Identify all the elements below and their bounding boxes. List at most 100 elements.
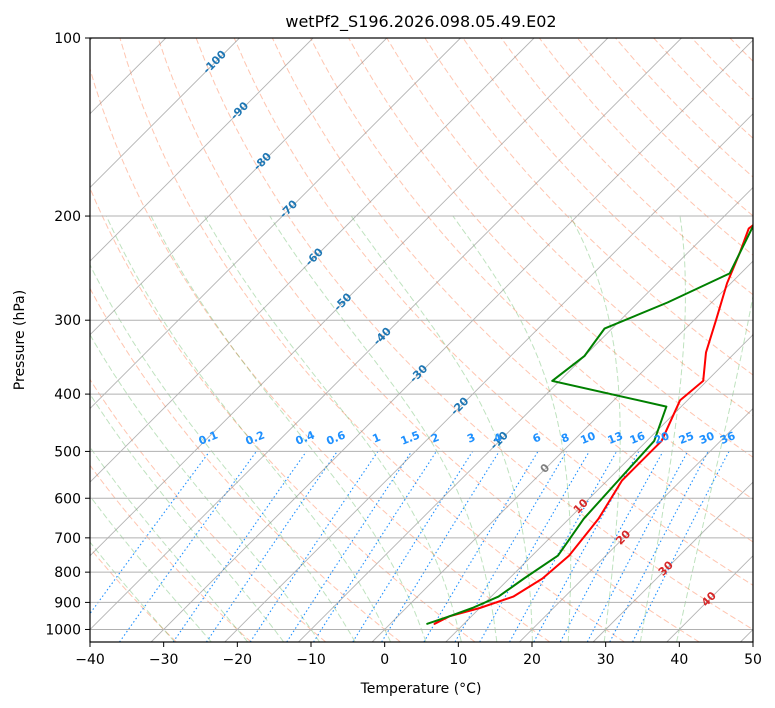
dry-adiabat-line <box>233 38 753 586</box>
mixing-ratio-label: 36 <box>718 429 737 447</box>
x-tick-label: 30 <box>597 652 615 668</box>
moist-adiabat-line <box>90 263 356 642</box>
x-tick-label: 50 <box>744 652 762 668</box>
moist-adiabat-line <box>90 333 320 642</box>
isotherm-line <box>150 39 753 642</box>
isotherm-line <box>445 334 753 642</box>
mixing-ratio-label: 1 <box>371 431 383 446</box>
y-tick-label: 700 <box>54 531 81 547</box>
isotherm-label: 0 <box>538 461 553 476</box>
dry-adiabat-line <box>90 378 327 642</box>
y-tick-label: 500 <box>54 444 81 460</box>
y-axis-label: Pressure (hPa) <box>12 290 28 390</box>
mixing-ratio-line <box>381 451 500 642</box>
dry-adiabat-line <box>195 38 753 631</box>
dry-adiabat-line <box>462 38 753 336</box>
profile-line <box>426 223 753 625</box>
dry-adiabat-line <box>500 38 753 296</box>
moist-adiabat-line <box>90 446 249 642</box>
dry-adiabat-line <box>271 38 753 543</box>
moist-adiabat-line <box>90 541 176 642</box>
moist-adiabat-line <box>569 215 621 642</box>
background-lines <box>90 38 775 642</box>
isotherm-line <box>90 38 388 336</box>
mixing-ratio-label: 0.1 <box>197 428 220 447</box>
moist-adiabat-line <box>639 215 686 642</box>
isotherm-line <box>90 38 240 189</box>
x-tick-label: −40 <box>75 652 105 668</box>
dry-adiabat-line <box>119 38 625 642</box>
isotherm-label: -80 <box>251 150 274 173</box>
isotherm-line <box>90 38 609 557</box>
dry-adiabat-line <box>386 38 753 417</box>
dry-adiabat-line <box>577 38 753 217</box>
mixing-ratio-label: 30 <box>697 429 716 447</box>
mixing-ratio-line <box>172 451 307 642</box>
isotherm-line <box>90 38 314 262</box>
dry-adiabat-line <box>90 547 177 642</box>
mixing-ratio-label: 16 <box>628 429 647 447</box>
isotherm-line <box>90 38 461 410</box>
mixing-ratio-line <box>286 451 413 642</box>
dry-adiabat-line <box>538 38 753 256</box>
isotherm-label: -90 <box>228 99 251 122</box>
x-tick-label: 20 <box>523 652 541 668</box>
x-tick-label: −30 <box>149 652 179 668</box>
isotherm-line <box>298 186 753 642</box>
moist-adiabat-line <box>204 215 462 642</box>
isotherm-line <box>224 113 753 642</box>
dry-adiabat-line <box>90 287 401 642</box>
dry-adiabat-line <box>348 38 753 458</box>
mixing-ratio-line <box>632 451 730 642</box>
y-tick-label: 300 <box>54 313 81 329</box>
x-tick-label: 10 <box>449 652 467 668</box>
y-tick-label: 1000 <box>45 622 81 638</box>
mixing-ratio-line <box>509 451 618 642</box>
isotherm-line <box>90 38 535 483</box>
dry-adiabat-line <box>615 38 753 178</box>
mixing-ratio-label: 13 <box>606 429 625 447</box>
mixing-ratio-line <box>423 451 539 642</box>
isotherm-line <box>90 38 682 631</box>
y-tick-label: 400 <box>54 387 81 403</box>
y-tick-label: 100 <box>54 31 81 47</box>
profile-line <box>433 223 753 625</box>
dry-adiabat-line <box>653 38 753 139</box>
mixing-ratio-line <box>559 451 664 642</box>
mixing-ratio-label: 0.6 <box>324 428 347 447</box>
moist-adiabat-line <box>269 215 498 642</box>
moist-adiabat-line <box>452 215 572 642</box>
axes: −40 −30 −20 −10 0 10 20 30 40 5010020030040050060… <box>45 31 762 668</box>
mixing-ratio-line <box>249 451 379 642</box>
mixing-ratio-line <box>313 451 437 642</box>
mixing-ratio-label: 2 <box>429 431 441 446</box>
moist-adiabat-line <box>150 215 427 642</box>
y-tick-label: 600 <box>54 491 81 507</box>
chart-title: wetPf2_S196.2026.098.05.49.E02 <box>285 12 556 32</box>
mixing-ratio-line <box>90 451 211 615</box>
x-tick-label: −10 <box>296 652 326 668</box>
isoline-labels: -100-90-80-70-60-50-40-30-20-10010203040… <box>197 48 738 610</box>
dry-adiabat-line <box>90 464 252 642</box>
mixing-ratio-label: 3 <box>465 431 477 446</box>
isotherm-line <box>371 260 753 642</box>
mixing-ratio-label: 1.5 <box>399 428 422 447</box>
isotherm-label: -50 <box>331 290 354 313</box>
isotherm-label: -100 <box>200 48 229 77</box>
mixing-ratio-line <box>205 451 338 642</box>
moist-adiabat-line <box>90 495 212 642</box>
y-tick-label: 800 <box>54 565 81 581</box>
mixing-ratio-label: 25 <box>677 429 696 447</box>
y-tick-label: 200 <box>54 209 81 225</box>
dry-adiabat-line <box>90 186 476 642</box>
isotherm-line <box>592 481 753 642</box>
x-tick-label: −20 <box>223 652 253 668</box>
isotherm-label: -60 <box>303 245 326 268</box>
isotherm-label: -20 <box>448 394 471 417</box>
profile-lines <box>426 223 753 625</box>
dry-adiabat-line <box>768 38 775 642</box>
dry-adiabat-line <box>424 38 753 376</box>
isotherm-line <box>740 628 753 642</box>
plot-frame <box>89 37 754 643</box>
